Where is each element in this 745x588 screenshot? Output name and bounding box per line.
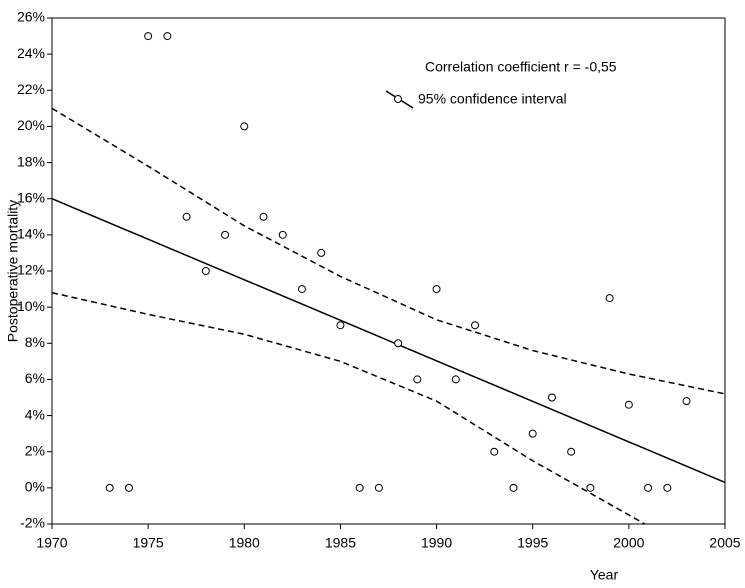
x-tick-label: 2005 — [709, 535, 740, 551]
y-tick-label: 10% — [17, 298, 45, 314]
x-tick-label: 1995 — [517, 535, 548, 551]
data-point — [355, 483, 364, 492]
plot-frame — [51, 17, 726, 525]
y-tick-label: 14% — [17, 226, 45, 242]
data-point — [528, 429, 537, 438]
data-point — [124, 483, 133, 492]
data-point — [221, 230, 230, 239]
y-tick-label: 6% — [25, 370, 45, 386]
x-tick-label: 1975 — [133, 535, 164, 551]
y-tick-label: 22% — [17, 81, 45, 97]
y-tick-label: 2% — [25, 442, 45, 458]
data-point — [182, 212, 191, 221]
annotation: Correlation coefficient r = -0,55 — [425, 59, 617, 75]
data-point — [605, 294, 614, 303]
data-point — [490, 447, 499, 456]
x-tick-label: 1990 — [421, 535, 452, 551]
data-point — [394, 339, 403, 348]
data-point — [297, 285, 306, 294]
lower-confidence-band — [52, 291, 647, 524]
data-point — [240, 122, 249, 131]
y-tick-label: 12% — [17, 262, 45, 278]
y-tick-label: 24% — [17, 45, 45, 61]
data-point — [336, 321, 345, 330]
y-tick-label: -2% — [20, 515, 45, 531]
legend-marker — [394, 95, 402, 103]
y-tick-label: 4% — [25, 406, 45, 422]
y-tick-label: 18% — [17, 153, 45, 169]
y-tick-label: 0% — [25, 479, 45, 495]
data-point — [144, 32, 153, 41]
x-tick-label: 2000 — [613, 535, 644, 551]
plot-area — [52, 32, 725, 524]
data-point — [682, 397, 691, 406]
y-tick-label: 16% — [17, 189, 45, 205]
data-point — [163, 32, 172, 41]
data-point — [451, 375, 460, 384]
x-tick-label: 1980 — [229, 535, 260, 551]
x-axis-label: Year — [590, 567, 619, 583]
data-point — [201, 267, 210, 275]
data-point — [644, 483, 653, 492]
y-axis-label: Postoperative mortality — [5, 200, 21, 342]
data-point — [586, 483, 595, 492]
data-point — [624, 400, 633, 409]
data-point — [663, 483, 672, 492]
data-point — [278, 230, 287, 239]
data-point — [317, 248, 326, 257]
data-point — [509, 483, 518, 492]
data-point — [259, 212, 268, 221]
x-tick-label: 1985 — [325, 535, 356, 551]
data-point — [547, 393, 556, 402]
y-tick-label: 26% — [17, 9, 45, 25]
data-point — [567, 447, 576, 456]
data-point — [471, 321, 480, 330]
y-tick-label: 20% — [17, 117, 45, 133]
x-tick-label: 1970 — [36, 535, 67, 551]
regression-line — [52, 198, 725, 484]
legend-label: 95% confidence interval — [418, 91, 567, 107]
data-point — [105, 483, 114, 492]
y-tick-label: 8% — [25, 334, 45, 350]
upper-confidence-band — [52, 107, 725, 395]
data-point — [374, 483, 383, 492]
data-point — [413, 375, 422, 384]
data-point — [432, 285, 441, 294]
